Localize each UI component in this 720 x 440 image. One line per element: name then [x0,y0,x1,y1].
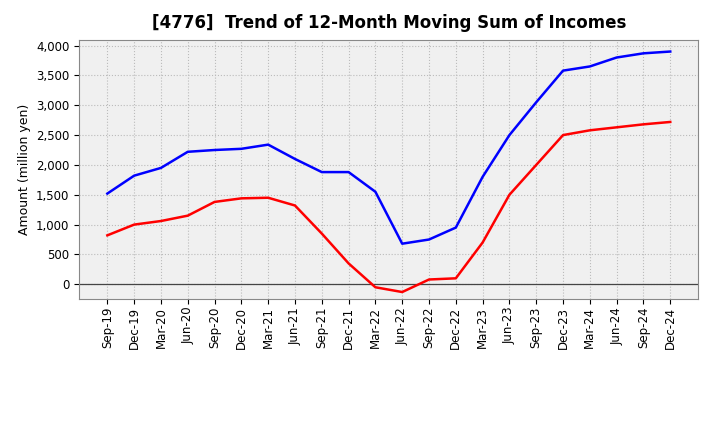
Ordinary Income [585,64,594,69]
Ordinary Income [398,241,407,246]
Ordinary Income [425,237,433,242]
Ordinary Income [103,191,112,196]
Net Income [371,285,379,290]
Net Income [425,277,433,282]
Ordinary Income [451,225,460,230]
Net Income [451,276,460,281]
Ordinary Income [157,165,166,171]
Net Income [478,240,487,245]
Net Income [184,213,192,218]
Ordinary Income [291,156,300,161]
Net Income [237,196,246,201]
Ordinary Income [130,173,138,178]
Ordinary Income [264,142,272,147]
Net Income [130,222,138,227]
Net Income [398,290,407,295]
Ordinary Income [559,68,567,73]
Ordinary Income [639,51,648,56]
Ordinary Income [344,169,353,175]
Net Income [532,162,541,168]
Ordinary Income [612,55,621,60]
Net Income [559,132,567,138]
Net Income [344,261,353,266]
Line: Net Income: Net Income [107,122,670,292]
Net Income [264,195,272,200]
Net Income [210,199,219,205]
Ordinary Income [210,147,219,153]
Ordinary Income [371,189,379,194]
Net Income [666,119,675,125]
Ordinary Income [478,174,487,180]
Net Income [318,231,326,236]
Ordinary Income [184,149,192,154]
Net Income [585,128,594,133]
Ordinary Income [532,99,541,105]
Ordinary Income [666,49,675,54]
Net Income [505,192,514,198]
Line: Ordinary Income: Ordinary Income [107,51,670,244]
Net Income [612,125,621,130]
Ordinary Income [318,169,326,175]
Ordinary Income [237,146,246,151]
Y-axis label: Amount (million yen): Amount (million yen) [17,104,30,235]
Net Income [103,233,112,238]
Net Income [157,218,166,224]
Title: [4776]  Trend of 12-Month Moving Sum of Incomes: [4776] Trend of 12-Month Moving Sum of I… [152,15,626,33]
Net Income [291,203,300,208]
Net Income [639,122,648,127]
Ordinary Income [505,132,514,138]
